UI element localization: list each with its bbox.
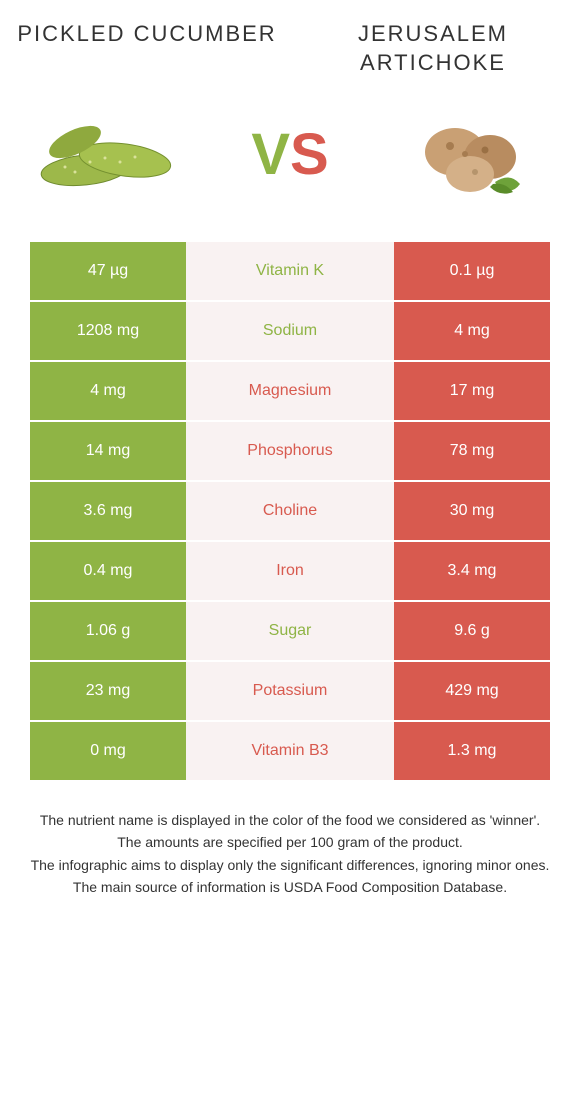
right-value: 1.3 mg (394, 722, 550, 780)
left-value: 1208 mg (30, 302, 186, 360)
right-food-title: JERUSALEM ARTICHOKE (301, 20, 565, 77)
nutrient-name: Sodium (186, 302, 394, 360)
right-value: 30 mg (394, 482, 550, 540)
nutrient-name: Vitamin K (186, 242, 394, 300)
vs-s: S (290, 122, 329, 187)
left-food-title: PICKLED CUCUMBER (15, 20, 279, 77)
table-row: 3.6 mgCholine30 mg (30, 482, 550, 542)
table-row: 1.06 gSugar9.6 g (30, 602, 550, 662)
left-value: 0 mg (30, 722, 186, 780)
right-value: 429 mg (394, 662, 550, 720)
left-value: 0.4 mg (30, 542, 186, 600)
right-value: 4 mg (394, 302, 550, 360)
footer-notes: The nutrient name is displayed in the co… (15, 810, 565, 897)
nutrient-name: Potassium (186, 662, 394, 720)
nutrient-name: Phosphorus (186, 422, 394, 480)
pickled-cucumber-image (35, 102, 185, 207)
table-row: 23 mgPotassium429 mg (30, 662, 550, 722)
vs-v: V (251, 122, 290, 187)
footer-line-2: The amounts are specified per 100 gram o… (25, 832, 555, 852)
table-row: 0 mgVitamin B31.3 mg (30, 722, 550, 782)
right-value: 3.4 mg (394, 542, 550, 600)
nutrient-name: Sugar (186, 602, 394, 660)
left-value: 1.06 g (30, 602, 186, 660)
jerusalem-artichoke-image (395, 102, 545, 207)
left-value: 23 mg (30, 662, 186, 720)
left-value: 4 mg (30, 362, 186, 420)
left-value: 14 mg (30, 422, 186, 480)
nutrient-name: Magnesium (186, 362, 394, 420)
right-value: 78 mg (394, 422, 550, 480)
left-value: 47 µg (30, 242, 186, 300)
left-value: 3.6 mg (30, 482, 186, 540)
right-value: 9.6 g (394, 602, 550, 660)
footer-line-4: The main source of information is USDA F… (25, 877, 555, 897)
vs-label: VS (251, 121, 328, 188)
header-row: PICKLED CUCUMBER JERUSALEM ARTICHOKE (15, 20, 565, 77)
nutrient-name: Vitamin B3 (186, 722, 394, 780)
table-row: 4 mgMagnesium17 mg (30, 362, 550, 422)
table-row: 0.4 mgIron3.4 mg (30, 542, 550, 602)
comparison-table: 47 µgVitamin K0.1 µg1208 mgSodium4 mg4 m… (30, 242, 550, 782)
vs-row: VS (15, 102, 565, 207)
footer-line-3: The infographic aims to display only the… (25, 855, 555, 875)
right-value: 17 mg (394, 362, 550, 420)
table-row: 14 mgPhosphorus78 mg (30, 422, 550, 482)
nutrient-name: Choline (186, 482, 394, 540)
footer-line-1: The nutrient name is displayed in the co… (25, 810, 555, 830)
table-row: 1208 mgSodium4 mg (30, 302, 550, 362)
table-row: 47 µgVitamin K0.1 µg (30, 242, 550, 302)
right-value: 0.1 µg (394, 242, 550, 300)
nutrient-name: Iron (186, 542, 394, 600)
